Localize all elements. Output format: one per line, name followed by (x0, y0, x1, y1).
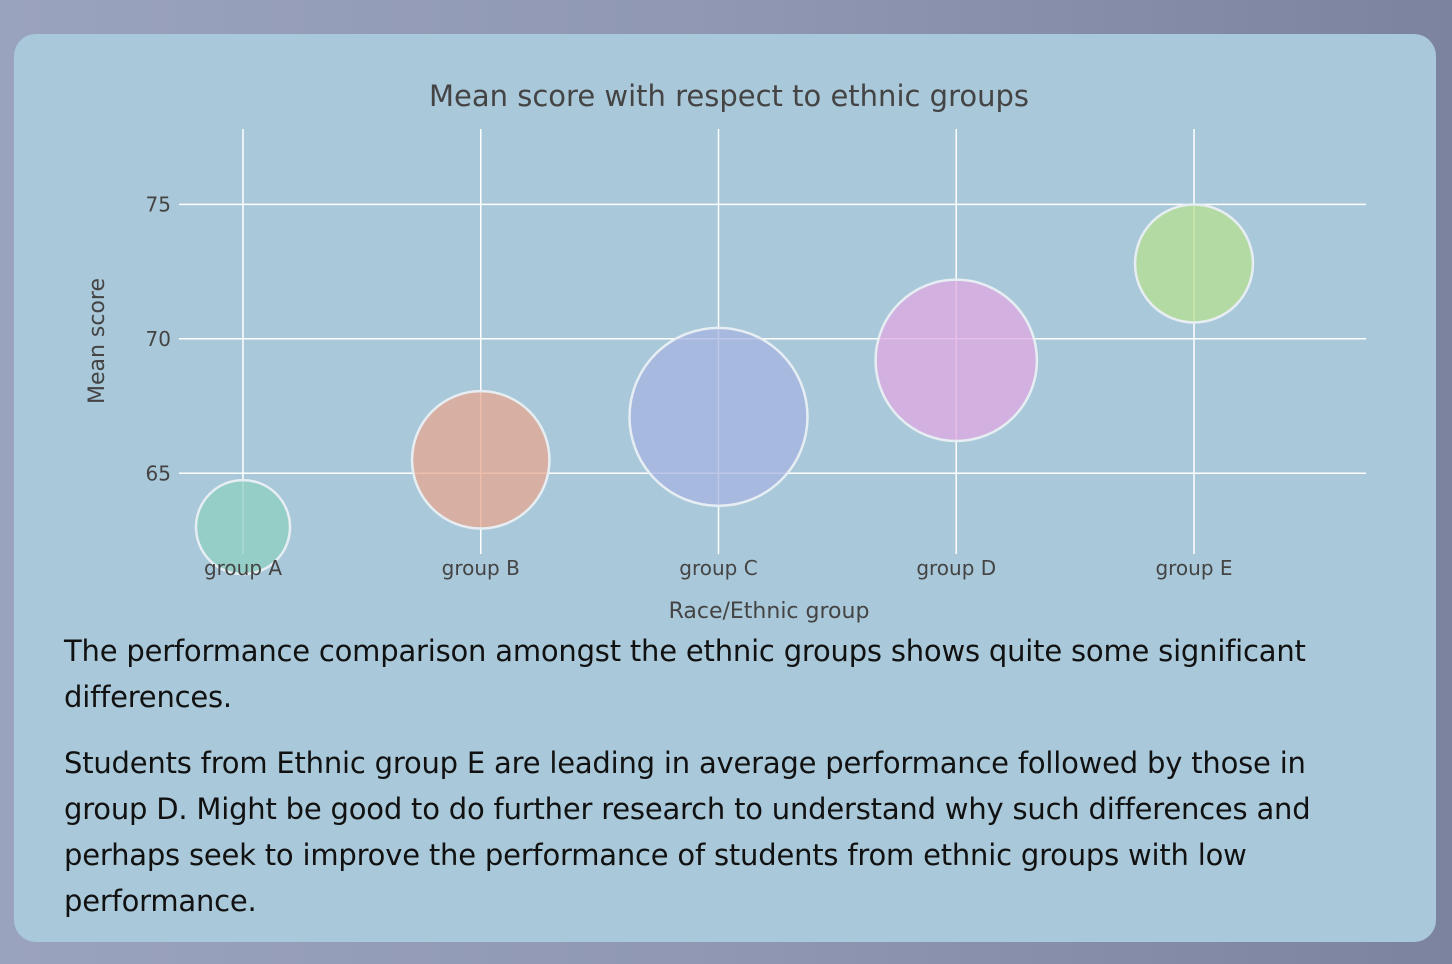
x-tick-label: group B (442, 556, 520, 580)
x-tick-label: group A (204, 556, 282, 580)
bubble-point[interactable] (194, 478, 292, 576)
y-tick-label: 65 (146, 461, 171, 485)
bubble-point[interactable] (410, 389, 551, 530)
bubble-point[interactable] (628, 326, 809, 508)
chart-title: Mean score with respect to ethnic groups (429, 79, 1029, 113)
y-tick-label: 70 (146, 327, 171, 351)
x-axis-label: Race/Ethnic group (669, 599, 870, 624)
x-tick-label: group C (679, 556, 757, 580)
content-card: Mean score with respect to ethnic groups… (14, 34, 1436, 942)
bubble-chart: Mean score with respect to ethnic groups… (85, 79, 1366, 624)
y-tick-label: 75 (146, 192, 171, 216)
x-tick-label: group E (1155, 556, 1232, 580)
description-text: The performance comparison amongst the e… (64, 628, 1394, 944)
bubble-point[interactable] (1133, 203, 1255, 324)
x-tick-label: group D (916, 556, 996, 580)
description-paragraph: Students from Ethnic group E are leading… (64, 746, 1311, 918)
y-axis-label: Mean score (85, 278, 110, 404)
bubble-point[interactable] (874, 278, 1039, 443)
description-paragraph: The performance comparison amongst the e… (64, 634, 1306, 714)
